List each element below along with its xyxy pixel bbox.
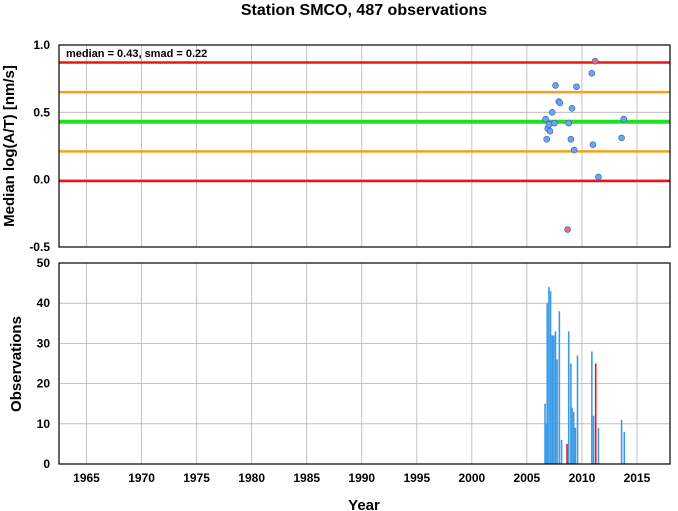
y-tick-label: 0 bbox=[43, 457, 50, 471]
x-tick-label: 2000 bbox=[458, 471, 485, 485]
x-tick-label: 1970 bbox=[128, 471, 155, 485]
x-tick-label: 2015 bbox=[624, 471, 651, 485]
data-point bbox=[556, 99, 564, 107]
bottom-y-axis-title: Observations bbox=[8, 316, 25, 412]
data-point bbox=[567, 135, 575, 143]
data-point bbox=[551, 119, 558, 127]
x-tick-label: 1965 bbox=[73, 471, 100, 485]
data-point bbox=[565, 119, 573, 127]
x-tick-labels: 1965 1970 1975 1980 1985 1990 1995 2000 2005 2010… bbox=[73, 471, 650, 485]
x-tick-label: 1995 bbox=[403, 471, 430, 485]
x-tick-label: 1990 bbox=[348, 471, 375, 485]
data-point bbox=[564, 226, 571, 233]
chart-title: Station SMCO, 487 observations bbox=[241, 2, 487, 19]
x-tick-label: 2005 bbox=[514, 471, 541, 485]
data-point bbox=[546, 127, 554, 135]
observation-bars bbox=[544, 287, 626, 464]
data-point bbox=[588, 69, 596, 77]
data-point bbox=[570, 146, 578, 154]
bottom-panel-grid bbox=[59, 262, 670, 465]
bottom-y-tick-labels: 0 10 20 30 40 50 bbox=[37, 256, 51, 471]
top-panel-frame bbox=[58, 44, 671, 248]
top-y-tick-labels: -0.5 0.0 0.5 1.0 bbox=[29, 38, 50, 254]
x-axis-title: Year bbox=[348, 497, 380, 511]
data-point bbox=[548, 109, 556, 116]
y-tick-label: 30 bbox=[37, 336, 51, 350]
y-tick-label: 20 bbox=[37, 377, 51, 391]
y-tick-label: 50 bbox=[37, 256, 51, 270]
scatter-points bbox=[542, 57, 628, 233]
data-point bbox=[618, 134, 625, 142]
data-point bbox=[591, 57, 599, 65]
data-point bbox=[620, 115, 628, 123]
data-point bbox=[543, 135, 550, 143]
stats-annotation: median = 0.43, smad = 0.22 bbox=[66, 48, 207, 60]
data-point bbox=[595, 173, 602, 181]
y-tick-label: 40 bbox=[37, 296, 51, 310]
reference-lines bbox=[59, 61, 670, 183]
y-tick-label: 10 bbox=[37, 417, 51, 431]
top-y-axis-title: Median log(A/T) [nm/s] bbox=[1, 65, 18, 227]
x-tick-label: 1980 bbox=[238, 471, 265, 485]
y-tick-label: 0.0 bbox=[33, 173, 50, 187]
y-tick-label: -0.5 bbox=[29, 240, 50, 254]
data-point bbox=[568, 104, 576, 112]
bottom-panel-frame bbox=[58, 262, 671, 465]
x-tick-label: 2010 bbox=[569, 471, 596, 485]
data-point bbox=[552, 82, 559, 89]
top-panel-grid bbox=[59, 44, 670, 248]
data-point bbox=[542, 115, 549, 123]
x-tick-label: 1985 bbox=[293, 471, 320, 485]
data-point bbox=[545, 121, 553, 128]
top-panel: -0.5 0.0 0.5 1.0 median = 0.43, smad = 0.22… bbox=[1, 38, 671, 254]
bottom-panel: 0 10 20 30 40 50 Observations bbox=[8, 256, 671, 471]
y-tick-label: 0.5 bbox=[33, 105, 50, 119]
y-tick-label: 1.0 bbox=[33, 38, 50, 52]
data-point bbox=[573, 83, 580, 91]
x-tick-label: 1975 bbox=[183, 471, 210, 485]
data-point bbox=[589, 141, 597, 148]
